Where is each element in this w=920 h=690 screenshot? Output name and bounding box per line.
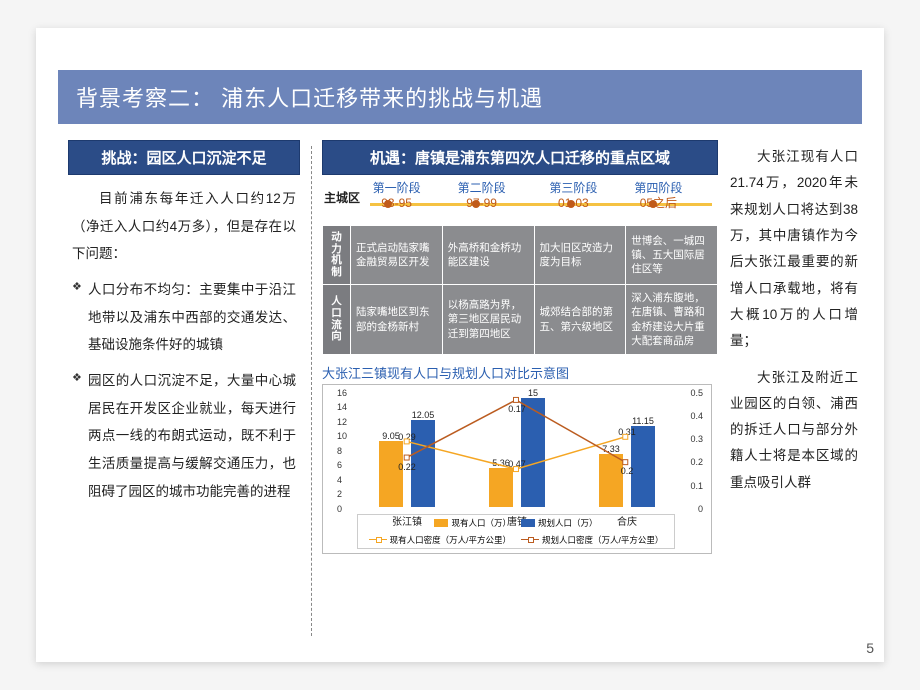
table-cell: 正式启动陆家嘴金融贸易区开发	[351, 226, 443, 285]
swatch-bar-planned	[521, 519, 535, 527]
axis-tick-right: 0.4	[690, 411, 703, 421]
divider-line	[311, 146, 312, 636]
left-intro: 目前浦东每年迁入人口约12万（净迁入人口约4万多），但是存在以下问题：	[72, 185, 296, 268]
axis-tick-left: 2	[337, 489, 342, 499]
timeline-phase: 第二阶段97-99	[450, 181, 514, 211]
axis-tick-left: 10	[337, 431, 347, 441]
chart-legend: 现有人口（万） 规划人口（万） 现有人口密度（万人/平方公里） 规划人口密度（万…	[357, 514, 675, 549]
timeline-phase: 第四阶段05之后	[626, 181, 690, 211]
axis-tick-left: 14	[337, 402, 347, 412]
phase-table: 动力机制 正式启动陆家嘴金融贸易区开发 外高桥和金桥功能区建设 加大旧区改造力度…	[322, 225, 718, 355]
axis-tick-left: 8	[337, 446, 342, 456]
axis-tick-right: 0.1	[690, 481, 703, 491]
table-rowhead-2: 人口流向	[323, 285, 351, 355]
chart-title: 大张江三镇现有人口与规划人口对比示意图	[322, 363, 718, 382]
swatch-bar-current	[434, 519, 448, 527]
right-paragraph-2: 大张江及附近工业园区的白领、浦西的拆迁人口与部分外籍人士将是本区域的重点吸引人群	[730, 365, 858, 497]
mid-panel: 机遇：唐镇是浦东第四次人口迁移的重点区域 主城区 第一阶段93-95 第二阶段97…	[322, 140, 718, 554]
legend-item: 现有人口密度（万人/平方公里）	[369, 534, 511, 546]
timeline-phase: 第一阶段93-95	[365, 181, 429, 211]
legend-item: 规划人口密度（万人/平方公里）	[521, 534, 663, 546]
left-panel-head: 挑战：园区人口沉淀不足	[68, 140, 300, 175]
chart: 9.0512.055.36157.3311.150.290.470.310.22…	[322, 384, 712, 554]
slide-title: 背景考察二： 浦东人口迁移带来的挑战与机遇	[58, 70, 862, 124]
table-cell: 以杨高路为界，第三地区居民动迁到第四地区	[442, 285, 534, 355]
left-bullet-2: 园区的人口沉淀不足，大量中心城居民在开发区企业就业，每天进行两点一线的布朗式运动…	[72, 367, 296, 505]
table-cell: 陆家嘴地区到东部的金杨新村	[351, 285, 443, 355]
timeline-phase: 第三阶段01-03	[541, 181, 605, 211]
timeline-city-label: 主城区	[324, 189, 360, 206]
right-panel: 大张江现有人口21.74万，2020年未来规划人口将达到38万，其中唐镇作为今后…	[730, 140, 858, 506]
table-rowhead-1: 动力机制	[323, 226, 351, 285]
chart-plot: 9.0512.055.36157.3311.150.290.470.310.22…	[357, 393, 675, 507]
chart-lines	[357, 393, 675, 508]
table-cell: 城郊结合部的第五、第六级地区	[534, 285, 626, 355]
table-cell: 深入浦东腹地，在唐镇、曹路和金桥建设大片重大配套商品房	[626, 285, 718, 355]
left-panel-body: 目前浦东每年迁入人口约12万（净迁入人口约4万多），但是存在以下问题： 人口分布…	[68, 175, 300, 505]
slide: 背景考察二： 浦东人口迁移带来的挑战与机遇 挑战：园区人口沉淀不足 目前浦东每年…	[36, 28, 884, 662]
table-cell: 外高桥和金桥功能区建设	[442, 226, 534, 285]
axis-tick-left: 6	[337, 460, 342, 470]
table-cell: 世博会、一城四镇、五大国际居住区等	[626, 226, 718, 285]
axis-tick-left: 16	[337, 388, 347, 398]
axis-tick-left: 12	[337, 417, 347, 427]
mid-panel-head: 机遇：唐镇是浦东第四次人口迁移的重点区域	[322, 140, 718, 175]
timeline: 主城区 第一阶段93-95 第二阶段97-99 第三阶段01-03 第四阶段05之后	[322, 181, 718, 225]
axis-tick-right: 0.2	[690, 457, 703, 467]
right-paragraph-1: 大张江现有人口21.74万，2020年未来规划人口将达到38万，其中唐镇作为今后…	[730, 144, 858, 355]
legend-item: 现有人口（万）	[434, 517, 511, 529]
page-number: 5	[866, 640, 874, 656]
axis-tick-right: 0	[698, 504, 703, 514]
axis-tick-right: 0.3	[690, 434, 703, 444]
legend-item: 规划人口（万）	[521, 517, 598, 529]
axis-tick-left: 4	[337, 475, 342, 485]
left-bullet-1: 人口分布不均匀：主要集中于沿江地带以及浦东中西部的交通发达、基础设施条件好的城镇	[72, 276, 296, 359]
axis-tick-left: 0	[337, 504, 342, 514]
axis-tick-right: 0.5	[690, 388, 703, 398]
left-panel: 挑战：园区人口沉淀不足 目前浦东每年迁入人口约12万（净迁入人口约4万多），但是…	[68, 140, 300, 513]
table-cell: 加大旧区改造力度为目标	[534, 226, 626, 285]
